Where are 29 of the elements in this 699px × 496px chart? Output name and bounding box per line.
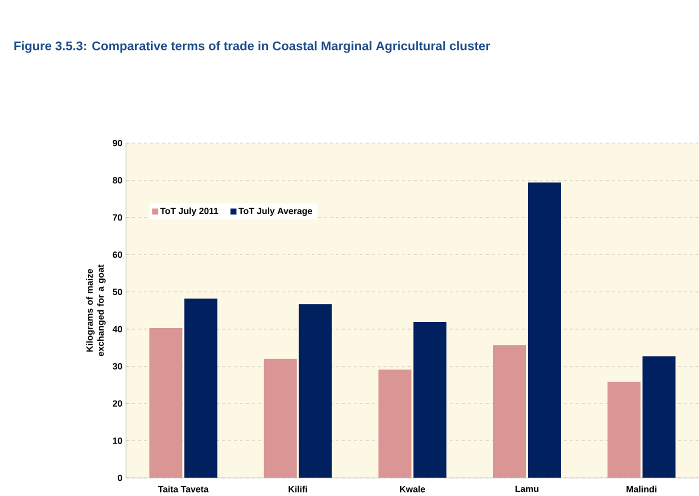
y-tick-label: 0 bbox=[118, 474, 122, 482]
bar bbox=[528, 182, 561, 478]
y-tick-label: 40 bbox=[112, 326, 122, 332]
x-tick-label: Lamu bbox=[516, 486, 538, 492]
y-tick-label: 50 bbox=[112, 288, 122, 296]
y-tick-label: 20 bbox=[112, 400, 122, 407]
y-tick-label: 10 bbox=[113, 438, 122, 444]
bar bbox=[378, 370, 412, 478]
bar bbox=[149, 328, 182, 478]
x-tick-label: Kwale bbox=[400, 486, 426, 493]
legend-label: ToT July Average bbox=[238, 208, 312, 216]
y-tick-label: 80 bbox=[112, 177, 122, 184]
bar bbox=[608, 382, 641, 478]
bar bbox=[264, 359, 297, 478]
x-tick-label: Taita Taveta bbox=[158, 486, 209, 493]
bar bbox=[413, 322, 446, 478]
y-tick-label: 90 bbox=[112, 140, 122, 146]
chart-title: Figure 3.5.3: Comparative terms of trade in Coastal Marginal Agricultural cluster bbox=[14, 41, 490, 53]
y-axis-title: Kilograms of maize exchanged for a goat bbox=[86, 264, 106, 356]
bar bbox=[492, 345, 526, 478]
y-tick-label: 30 bbox=[112, 363, 122, 370]
y-tick-label: 70 bbox=[112, 214, 122, 221]
x-tick-label: Kilifi bbox=[288, 486, 307, 492]
legend-label: ToT July 2011 bbox=[160, 208, 218, 216]
y-tick-label: 60 bbox=[112, 252, 122, 258]
bar bbox=[184, 298, 218, 478]
bar bbox=[298, 304, 332, 478]
bar bbox=[642, 356, 676, 478]
x-tick-label: Malindi bbox=[626, 486, 656, 493]
